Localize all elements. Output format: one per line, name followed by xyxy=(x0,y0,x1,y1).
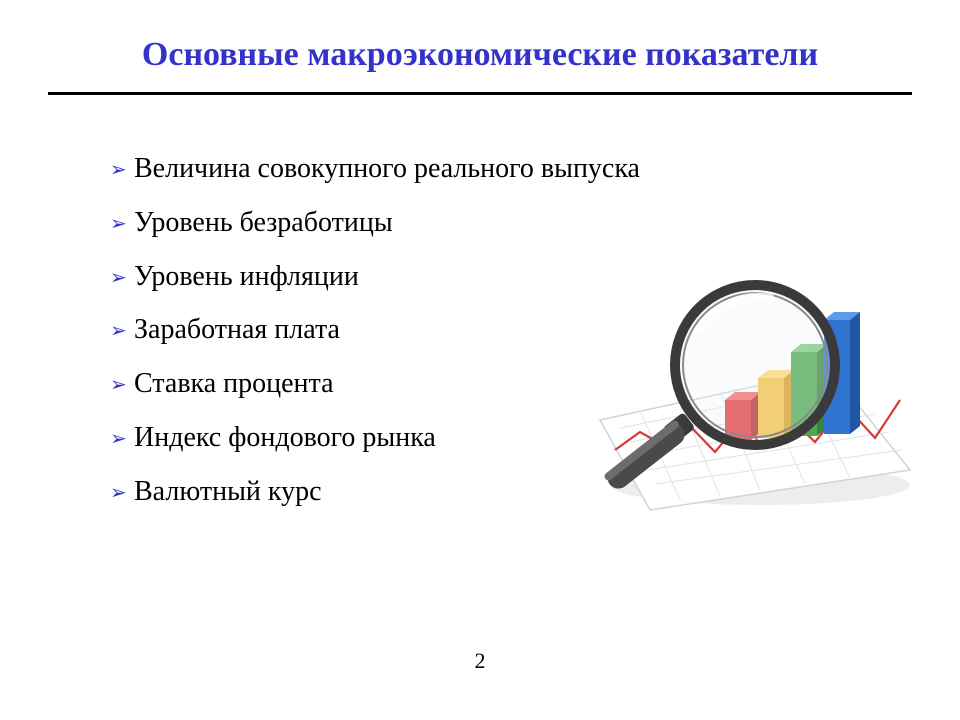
illustration-svg xyxy=(570,250,920,520)
title-underline xyxy=(48,92,912,95)
bullet-text: Уровень безработицы xyxy=(134,204,650,242)
slide: Основные макроэкономические показатели ➢… xyxy=(0,0,960,720)
page-number: 2 xyxy=(0,648,960,674)
list-item: ➢ Уровень безработицы xyxy=(110,204,650,242)
list-item: ➢ Уровень инфляции xyxy=(110,258,650,296)
list-item: ➢ Ставка процента xyxy=(110,365,650,403)
list-item: ➢ Индекс фондового рынка xyxy=(110,419,650,457)
bullet-list: ➢ Величина совокупного реального выпуска… xyxy=(110,150,650,527)
slide-title: Основные макроэкономические показатели xyxy=(0,36,960,74)
list-item: ➢ Заработная плата xyxy=(110,311,650,349)
bullet-text: Величина совокупного реального выпуска xyxy=(134,150,650,188)
bullet-marker-icon: ➢ xyxy=(110,372,134,399)
bullet-marker-icon: ➢ xyxy=(110,211,134,238)
bullet-marker-icon: ➢ xyxy=(110,480,134,507)
illustration-chart-magnifier xyxy=(570,250,920,520)
bullet-marker-icon: ➢ xyxy=(110,265,134,292)
bullet-marker-icon: ➢ xyxy=(110,157,134,184)
list-item: ➢ Валютный курс xyxy=(110,473,650,511)
bullet-marker-icon: ➢ xyxy=(110,426,134,453)
bullet-marker-icon: ➢ xyxy=(110,318,134,345)
list-item: ➢ Величина совокупного реального выпуска xyxy=(110,150,650,188)
